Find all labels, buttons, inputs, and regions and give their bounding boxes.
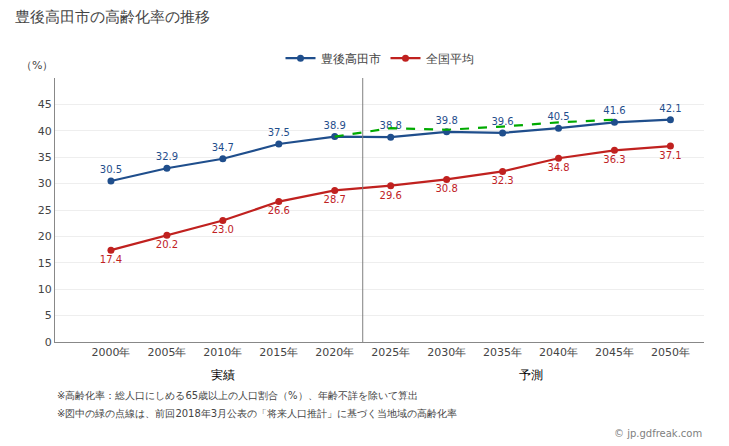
svg-text:39.8: 39.8 [436,115,458,126]
svg-text:38.8: 38.8 [380,120,402,131]
svg-text:45: 45 [38,98,52,111]
svg-text:32.9: 32.9 [156,151,178,162]
svg-text:20.2: 20.2 [156,239,178,250]
svg-text:34.7: 34.7 [212,142,234,153]
svg-text:36.3: 36.3 [603,154,625,165]
svg-text:40.5: 40.5 [547,111,569,122]
svg-text:豊後高田市の高齢化率の推移: 豊後高田市の高齢化率の推移 [15,8,210,26]
svg-text:30.5: 30.5 [100,164,122,175]
svg-text:© jp.gdfreak.com: © jp.gdfreak.com [614,428,702,439]
svg-text:10: 10 [38,283,52,296]
svg-text:2000年: 2000年 [91,346,130,359]
svg-text:40: 40 [38,125,52,138]
svg-text:15: 15 [38,257,52,270]
svg-text:41.6: 41.6 [603,105,625,116]
svg-text:2015年: 2015年 [259,346,298,359]
svg-text:2010年: 2010年 [203,346,242,359]
svg-text:5: 5 [45,309,52,322]
svg-text:予測: 予測 [519,368,543,382]
svg-text:29.6: 29.6 [380,190,402,201]
svg-text:23.0: 23.0 [212,224,234,235]
svg-text:25: 25 [38,204,52,217]
svg-text:2025年: 2025年 [371,346,410,359]
svg-text:全国平均: 全国平均 [426,52,474,66]
svg-text:豊後高田市: 豊後高田市 [321,52,381,66]
svg-text:30: 30 [38,177,52,190]
svg-text:※高齢化率：総人口にしめる65歳以上の人口割合（%）、年齢不: ※高齢化率：総人口にしめる65歳以上の人口割合（%）、年齢不詳を除いて算出 [57,390,418,401]
svg-text:2020年: 2020年 [315,346,354,359]
svg-text:17.4: 17.4 [100,254,122,265]
svg-text:2035年: 2035年 [483,346,522,359]
svg-text:実績: 実績 [211,368,235,382]
svg-text:42.1: 42.1 [659,103,681,114]
svg-text:20: 20 [38,230,52,243]
svg-text:30.8: 30.8 [436,183,458,194]
svg-text:32.3: 32.3 [491,175,513,186]
svg-text:26.6: 26.6 [268,205,290,216]
svg-text:※図中の緑の点線は、前回2018年3月公表の「将来人口推計」: ※図中の緑の点線は、前回2018年3月公表の「将来人口推計」に基づく当地域の高齢… [57,408,457,419]
svg-text:34.8: 34.8 [547,162,569,173]
svg-text:2005年: 2005年 [147,346,186,359]
svg-text:38.9: 38.9 [324,120,346,131]
svg-text:37.5: 37.5 [268,127,290,138]
svg-text:2040年: 2040年 [539,346,578,359]
svg-text:2050年: 2050年 [651,346,690,359]
svg-text:39.6: 39.6 [491,116,513,127]
svg-text:28.7: 28.7 [324,194,346,205]
svg-text:0: 0 [45,336,52,349]
svg-text:37.1: 37.1 [659,150,681,161]
svg-text:（%）: （%） [21,59,53,72]
svg-text:35: 35 [38,151,52,164]
svg-text:2045年: 2045年 [595,346,634,359]
svg-text:2030年: 2030年 [427,346,466,359]
